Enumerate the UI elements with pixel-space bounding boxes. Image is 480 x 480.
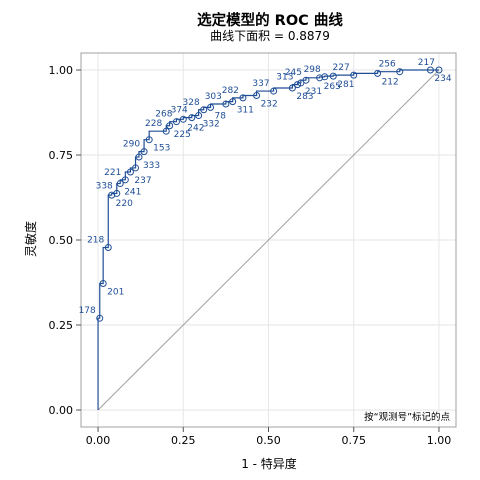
point-label: 290 [123, 140, 140, 150]
x-tick-label: 0.00 [86, 434, 111, 447]
footnote: 按“观测号”标记的点 [364, 411, 450, 423]
x-tick-label: 0.75 [341, 434, 366, 447]
roc-point-marker [126, 168, 134, 176]
point-label: 218 [87, 235, 104, 245]
roc-point-marker [396, 68, 404, 76]
y-tick-label: 0.25 [49, 319, 74, 332]
point-label: 256 [379, 60, 396, 70]
roc-point-marker [195, 112, 203, 120]
roc-point-marker [350, 71, 358, 79]
roc-point-marker [222, 100, 230, 108]
roc-point-marker [162, 127, 170, 135]
point-label: 265 [324, 82, 341, 92]
roc-point-marker [270, 87, 278, 95]
x-tick-label: 0.50 [256, 434, 281, 447]
roc-point-marker [293, 81, 301, 89]
point-label: 242 [187, 123, 204, 133]
roc-point-marker [239, 94, 247, 102]
x-axis-title: 1 - 特异度 [241, 456, 297, 471]
point-label: 338 [96, 181, 113, 191]
point-label: 227 [333, 63, 350, 73]
roc-point-marker [166, 122, 174, 130]
roc-point-marker [321, 73, 329, 81]
point-label: 225 [174, 130, 191, 140]
point-label: 281 [337, 80, 354, 90]
roc-point-marker [200, 106, 208, 114]
chart-title: 选定模型的 ROC 曲线 [197, 11, 343, 29]
y-tick-label: 0.50 [49, 234, 74, 247]
point-label: 232 [261, 100, 278, 110]
roc-point-marker [426, 66, 434, 74]
chart-subtitle: 曲线下面积 = 0.8879 [210, 29, 330, 43]
point-label: 201 [107, 288, 124, 298]
reference-diagonal-line [97, 69, 440, 411]
y-tick-label: 0.00 [49, 404, 74, 417]
roc-point-marker [172, 118, 180, 126]
roc-point-marker [140, 148, 148, 156]
roc-point-marker [188, 114, 196, 122]
roc-markers [96, 66, 443, 322]
point-label: 241 [124, 188, 141, 198]
roc-point-marker [288, 84, 296, 92]
roc-point-marker [207, 103, 215, 111]
roc-point-marker [374, 69, 382, 77]
x-tick-label: 1.00 [427, 434, 452, 447]
point-label: 328 [183, 98, 200, 108]
x-tick-label: 0.25 [171, 434, 196, 447]
point-label: 153 [153, 144, 170, 154]
point-label: 332 [203, 120, 220, 130]
point-label: 268 [155, 110, 172, 120]
y-tick-label: 1.00 [49, 64, 74, 77]
roc-point-marker [135, 153, 143, 161]
point-label: 311 [237, 106, 254, 116]
point-label: 303 [205, 92, 222, 102]
roc-point-marker [113, 189, 121, 197]
point-label: 221 [104, 168, 121, 178]
roc-point-marker [99, 280, 107, 288]
roc-point-marker [179, 115, 187, 123]
roc-point-marker [229, 98, 237, 106]
point-label: 217 [418, 58, 435, 68]
point-label: 212 [382, 77, 399, 87]
point-label: 337 [252, 79, 269, 89]
roc-point-marker [435, 66, 443, 74]
point-label: 231 [305, 87, 322, 97]
point-label: 374 [171, 106, 188, 116]
roc-point-marker [121, 176, 129, 184]
roc-point-marker [145, 136, 153, 144]
roc-point-marker [104, 243, 112, 251]
point-label: 78 [215, 111, 227, 121]
point-label: 237 [134, 176, 151, 186]
roc-point-marker [116, 180, 124, 188]
y-tick-label: 0.75 [49, 149, 74, 162]
roc-point-marker [253, 92, 261, 99]
x-axis-ticks: 0.00 0.25 0.50 0.75 1.00 [86, 427, 451, 447]
roc-point-marker [316, 74, 324, 82]
y-axis-ticks: 0.00 0.25 0.50 0.75 1.00 [49, 64, 81, 417]
roc-point-marker [132, 164, 140, 172]
roc-point-marker [329, 72, 337, 80]
point-label: 313 [276, 73, 293, 83]
point-label: 298 [304, 65, 321, 75]
y-axis-title: 灵敏度 [23, 221, 38, 257]
point-label: 234 [434, 74, 451, 84]
point-label: 228 [145, 119, 162, 129]
roc-point-marker [96, 314, 104, 322]
point-label: 220 [116, 199, 133, 209]
point-label: 283 [296, 92, 313, 102]
point-label: 282 [222, 86, 239, 96]
point-label: 245 [285, 68, 302, 78]
point-label: 333 [143, 161, 160, 171]
roc-point-marker [302, 76, 310, 84]
point-label: 178 [79, 306, 96, 316]
